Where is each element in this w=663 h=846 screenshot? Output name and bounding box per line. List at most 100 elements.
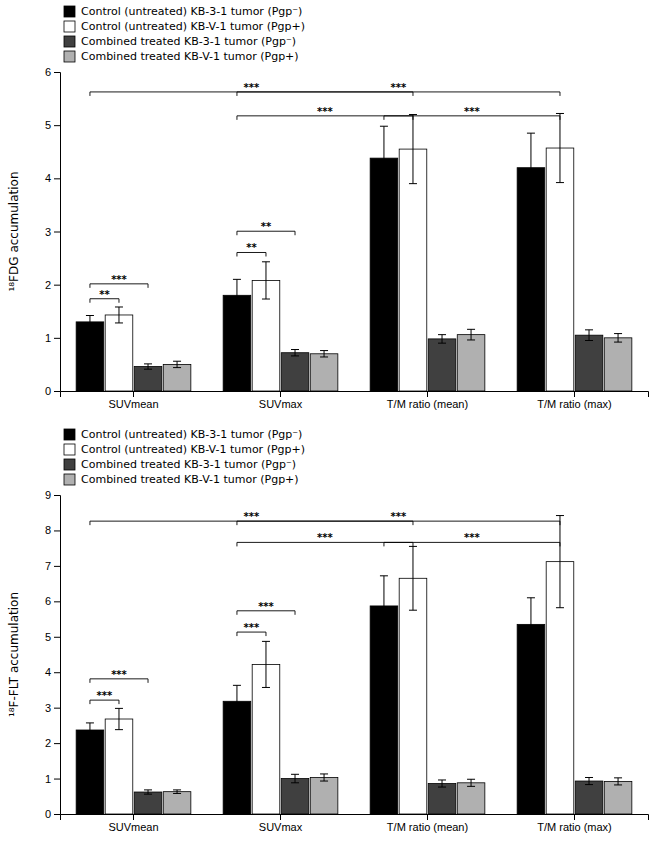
series [105, 516, 574, 814]
error-bar [585, 330, 593, 341]
series [163, 329, 632, 391]
tick-label: 1 [45, 332, 51, 344]
y-tick: 6 [45, 595, 60, 607]
series [76, 576, 545, 814]
tick-mark [133, 391, 134, 397]
legend-swatch [64, 444, 75, 455]
legend-swatch [64, 459, 75, 470]
bar [223, 701, 251, 814]
tick-label: 1 [45, 773, 51, 785]
tick-mark [280, 814, 281, 820]
y-tick: 8 [45, 524, 60, 536]
error-bar [409, 546, 417, 610]
legend-item: Combined treated KB-V-1 tumor (Pgp+) [64, 473, 299, 486]
tick-label: 5 [45, 631, 51, 643]
tick-label: 6 [45, 595, 51, 607]
bar [399, 578, 427, 814]
bar [105, 315, 133, 391]
series [134, 330, 603, 391]
significance-label: *** [317, 532, 333, 543]
tick-label: 2 [45, 279, 51, 291]
bar [310, 354, 338, 391]
tick-mark [54, 178, 60, 179]
error-bar [173, 361, 181, 367]
significance-label: *** [464, 532, 480, 543]
tick-label: 4 [45, 666, 51, 678]
y-tick: 4 [45, 666, 60, 678]
bar [370, 606, 398, 814]
tick-mark [427, 814, 428, 820]
tick-label: T/M ratio (mean) [387, 398, 468, 410]
error-bar [320, 351, 328, 357]
chart: 0123456789SUVmeanSUVmaxT/M ratio (mean)T… [7, 428, 649, 832]
legend-label: Combined treated KB-V-1 tumor (Pgp+) [81, 50, 299, 63]
error-bar [438, 780, 446, 787]
y-tick: 5 [45, 119, 60, 131]
bar [604, 781, 632, 814]
bar [163, 792, 191, 814]
error-bar [467, 779, 475, 786]
series [76, 126, 545, 391]
error-bar [115, 307, 123, 323]
error-bar [86, 723, 94, 737]
annotations: ********************* [90, 82, 560, 303]
bar [517, 624, 545, 814]
bar [76, 730, 104, 814]
bar [457, 783, 485, 814]
bar [428, 784, 456, 814]
tick-label: 2 [45, 737, 51, 749]
error-bar [262, 262, 270, 299]
significance-label: *** [391, 82, 407, 93]
error-bar [614, 334, 622, 343]
error-bar [556, 516, 564, 608]
legend-swatch [64, 51, 75, 62]
bar [281, 353, 309, 391]
x-tick: SUVmax [259, 391, 303, 410]
y-tick: 0 [45, 808, 60, 820]
bar [310, 777, 338, 814]
plot-area [76, 113, 632, 391]
bar [281, 779, 309, 814]
tick-mark [54, 672, 60, 673]
legend-item: Control (untreated) KB-3-1 tumor (Pgp⁻) [64, 5, 302, 18]
tick-label: 6 [45, 66, 51, 78]
chart: 0123456SUVmeanSUVmaxT/M ratio (mean)T/M … [7, 5, 649, 409]
bar [428, 339, 456, 391]
tick-mark [54, 814, 60, 815]
error-bar [438, 335, 446, 344]
y-tick: 0 [45, 385, 60, 397]
legend-swatch [64, 429, 75, 440]
y-tick: 2 [45, 279, 60, 291]
legend-item: Control (untreated) KB-V-1 tumor (Pgp+) [64, 20, 305, 33]
y-axis-label: ¹⁸FDG accumulation [7, 172, 21, 292]
tick-mark [574, 814, 575, 820]
significance-label: *** [258, 601, 274, 612]
error-bar [173, 790, 181, 794]
tick-mark [54, 125, 60, 126]
bar [575, 781, 603, 814]
legend-label: Control (untreated) KB-3-1 tumor (Pgp⁻) [81, 428, 302, 441]
tick-label: 8 [45, 524, 51, 536]
axis-line [54, 496, 61, 815]
figure: 0123456SUVmeanSUVmaxT/M ratio (mean)T/M … [0, 0, 663, 846]
legend-label: Combined treated KB-V-1 tumor (Pgp+) [81, 473, 299, 486]
axis-line [61, 815, 649, 821]
significance-label: *** [97, 690, 113, 701]
legend: Control (untreated) KB-3-1 tumor (Pgp⁻) C… [64, 428, 305, 486]
bar [163, 364, 191, 391]
tick-mark [54, 566, 60, 567]
y-tick: 5 [45, 631, 60, 643]
tick-label: SUVmean [108, 398, 158, 410]
bar [370, 158, 398, 391]
y-tick: 1 [45, 773, 60, 785]
y-tick: 9 [45, 489, 60, 501]
y-tick: 3 [45, 226, 60, 238]
error-bar [614, 778, 622, 785]
bar [604, 338, 632, 391]
legend-item: Combined treated KB-V-1 tumor (Pgp+) [64, 50, 299, 63]
x-tick: T/M ratio (mean) [387, 391, 468, 410]
error-bar [291, 350, 299, 356]
tick-mark [54, 708, 60, 709]
y-axis: 0123456789 [45, 489, 61, 820]
tick-label: 3 [45, 226, 51, 238]
